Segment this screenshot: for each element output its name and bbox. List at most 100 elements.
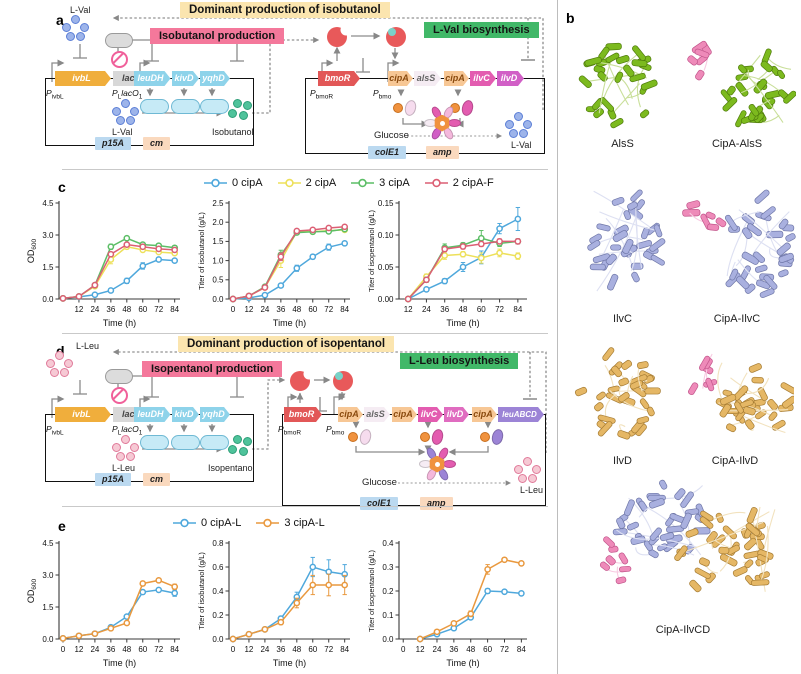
- chart-e-isobutanol: 0.0 0.2 0.4 0.6 0.8 0 12 24 36 48 60 72 84 Time (h) Ti…: [197, 539, 350, 668]
- cipa-alss-pair: [393, 98, 418, 118]
- isopentanol-cluster: [228, 435, 256, 462]
- svg-text:48: 48: [466, 645, 475, 654]
- lval-product-label: L-Val: [511, 140, 532, 150]
- panel-c: c 0 cipA 2 cipA 3 cipA 2 cipA-F 0.0 1.5 3.0 4.…: [0, 169, 557, 333]
- chart-c-isopentanol: 0.00 0.05 0.10 0.15 12 24 36 48 60 72 84 Time (h) Ti…: [367, 199, 527, 328]
- svg-text:84: 84: [513, 305, 522, 314]
- isopentanol-production-banner: Isopentanol production: [142, 361, 283, 377]
- chart-e-od600: 0.0 1.5 3.0 4.5 0 12 24 36 48 60 72 84 Time (h) OD600: [26, 539, 180, 668]
- isopentanol-label: Isopentanol: [208, 463, 255, 473]
- label-ilvd: IlvD: [613, 455, 632, 467]
- structure-cipa-alss: [687, 40, 796, 128]
- svg-text:0: 0: [231, 305, 236, 314]
- molecule-dot: [243, 437, 252, 446]
- ilvc-oval: [430, 427, 445, 447]
- label-cipa-alss: CipA-AlsS: [711, 138, 763, 150]
- structure-ilvd: [574, 347, 661, 440]
- promoter-pbmo: Pbmo: [373, 88, 392, 101]
- cipa-leuabcd-pair: [480, 427, 505, 447]
- legend-item: 3 cipA: [350, 177, 410, 189]
- svg-text:48: 48: [292, 645, 301, 654]
- molecule-dot: [523, 457, 532, 466]
- marker-cm: cm: [143, 473, 171, 486]
- svg-text:0: 0: [231, 645, 236, 654]
- svg-text:72: 72: [154, 305, 163, 314]
- svg-text:72: 72: [500, 645, 509, 654]
- panel-letter-b: b: [566, 10, 575, 26]
- svg-text:1.5: 1.5: [42, 263, 54, 272]
- svg-text:Titer of isobutanol (g/L): Titer of isobutanol (g/L): [197, 212, 206, 290]
- legend-item: 0 cipA-L: [172, 517, 241, 529]
- structure-alss: [578, 42, 658, 129]
- svg-text:60: 60: [483, 645, 492, 654]
- svg-text:84: 84: [170, 305, 179, 314]
- molecule-dot: [112, 107, 121, 116]
- bmor-protein-icon: [327, 25, 350, 47]
- lleu-product-label: L-Leu: [520, 485, 544, 495]
- molecule-dot: [50, 368, 59, 377]
- marker-cm: cm: [143, 137, 171, 150]
- svg-text:12: 12: [404, 305, 413, 314]
- svg-text:0.5: 0.5: [212, 276, 224, 285]
- svg-text:72: 72: [495, 305, 504, 314]
- svg-text:36: 36: [106, 305, 115, 314]
- label-cipa-ilvd: CipA-IlvD: [711, 455, 759, 467]
- molecule-dot: [130, 443, 139, 452]
- enzyme-oval: [171, 435, 200, 450]
- cipa-ilvcd-pair: [420, 427, 445, 447]
- svg-text:12: 12: [416, 645, 425, 654]
- promoter-pbmo: Pbmo: [326, 424, 345, 437]
- gene-leuABCD: leuABCD: [498, 407, 544, 422]
- right-plasmid-d: [282, 414, 546, 506]
- svg-text:3.0: 3.0: [42, 231, 54, 240]
- molecule-dot: [66, 32, 75, 41]
- laci-repressor-oval: [105, 369, 133, 384]
- ilvc-oval: [460, 98, 475, 118]
- svg-text:0.0: 0.0: [212, 635, 224, 644]
- structure-cipa-ilvc: [682, 189, 796, 298]
- svg-text:60: 60: [308, 645, 317, 654]
- svg-text:0.4: 0.4: [212, 587, 224, 596]
- gene-cipA: cipA: [444, 71, 469, 86]
- molecule-dot: [228, 445, 237, 454]
- panel-letter-a: a: [56, 12, 64, 28]
- molecule-dot: [126, 116, 135, 125]
- svg-text:72: 72: [324, 305, 333, 314]
- panel-a: a Dominant production of isobutanol L-Va…: [0, 0, 557, 169]
- svg-text:0.0: 0.0: [212, 295, 224, 304]
- lleu-inner-cluster: [112, 435, 140, 462]
- isobutanol-cluster: [228, 99, 256, 126]
- svg-text:0.0: 0.0: [42, 635, 54, 644]
- molecule-dot: [509, 129, 518, 138]
- molecule-dot: [532, 465, 541, 474]
- isobutanol-production-banner: Isobutanol production: [150, 28, 285, 44]
- enzyme-oval: [171, 99, 200, 114]
- molecule-dot: [528, 474, 537, 483]
- label-cipa-ilvcd: CipA-IlvCD: [655, 624, 711, 636]
- promoter-pivbl: PivbL: [46, 424, 64, 437]
- bmor-ligand-icon: [386, 27, 406, 47]
- molecule-dot: [116, 452, 125, 461]
- enzyme-oval: [200, 99, 229, 114]
- legend-item: 0 cipA: [203, 177, 263, 189]
- glucose-label-a: Glucose: [374, 130, 409, 141]
- enzyme-oval: [200, 435, 229, 450]
- separator-left-right: [557, 0, 558, 674]
- molecule-dot: [116, 116, 125, 125]
- alss-oval: [403, 98, 418, 118]
- structure-ilvc: [587, 189, 666, 292]
- gene-cipA: cipA: [392, 407, 417, 422]
- panel-a-title-banner: Dominant production of isobutanol: [180, 2, 390, 18]
- structure-cipa-ilvd: [688, 353, 794, 434]
- promoter-pbmor: PbmoR: [310, 88, 334, 101]
- bmor-protein-icon: [290, 369, 313, 391]
- separator-cd: [62, 333, 548, 334]
- gene-ilvD: ilvD: [444, 407, 469, 422]
- molecule-dot: [239, 111, 248, 120]
- svg-text:3.0: 3.0: [42, 571, 54, 580]
- svg-text:12: 12: [244, 305, 253, 314]
- molecule-dot: [121, 99, 130, 108]
- label-alss: AlsS: [611, 138, 634, 150]
- cipa-dot: [348, 432, 358, 442]
- separator-ac: [62, 169, 548, 170]
